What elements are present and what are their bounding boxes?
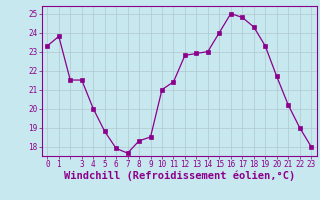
X-axis label: Windchill (Refroidissement éolien,°C): Windchill (Refroidissement éolien,°C) [64, 171, 295, 181]
